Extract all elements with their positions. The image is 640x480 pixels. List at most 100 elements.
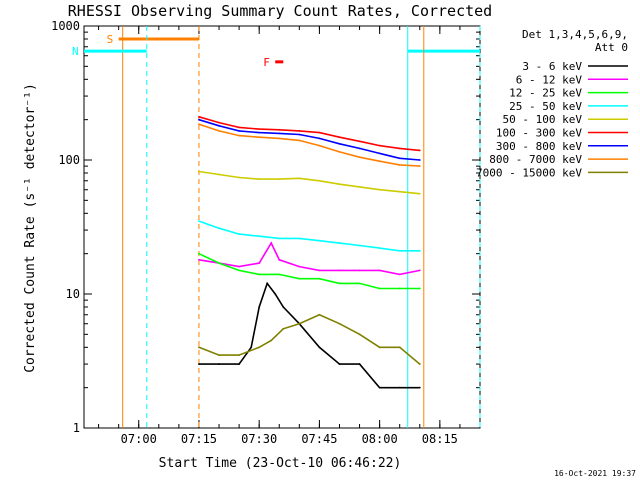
data-point [298, 277, 301, 280]
x-tick-label: 07:00 [121, 432, 157, 446]
legend-entry: 3 - 6 keV [522, 60, 582, 73]
data-point [398, 346, 401, 349]
y-tick-label: 10 [66, 287, 80, 301]
data-point [338, 282, 341, 285]
data-point [338, 363, 341, 365]
series-line-4 [198, 170, 420, 195]
data-point [266, 282, 269, 285]
data-point [318, 277, 321, 280]
data-point [418, 149, 421, 152]
x-tick-label: 08:00 [362, 432, 398, 446]
data-point [282, 327, 285, 330]
data-point [198, 123, 200, 126]
data-point [298, 133, 301, 136]
data-point [318, 131, 321, 134]
data-point [238, 129, 241, 132]
data-point [358, 185, 361, 188]
data-point [278, 132, 281, 135]
data-point [418, 363, 421, 365]
data-point [398, 190, 401, 193]
data-point [198, 170, 200, 173]
series-line-5 [198, 116, 420, 152]
data-point [218, 124, 220, 127]
data-point [218, 354, 220, 356]
data-point [318, 144, 321, 147]
data-point [258, 235, 261, 238]
data-point [398, 249, 401, 252]
legend-entry: 300 - 800 keV [496, 140, 582, 153]
data-point [418, 249, 421, 252]
data-point [198, 363, 200, 365]
legend-entry: 100 - 300 keV [496, 127, 582, 140]
data-point [258, 128, 261, 131]
data-point [378, 188, 381, 191]
data-point [198, 220, 200, 222]
y-axis-label: Corrected Count Rate (s⁻¹ detector⁻¹) [23, 83, 38, 373]
data-point [278, 128, 281, 131]
data-point [418, 165, 421, 168]
data-point [238, 269, 241, 272]
data-point [338, 322, 341, 325]
data-point [198, 118, 200, 121]
data-point [274, 293, 277, 295]
data-point [318, 346, 321, 349]
data-point [282, 306, 285, 308]
marker-label: N [72, 45, 79, 58]
detector-info-line-2: Att 0 [595, 41, 628, 54]
data-point [298, 237, 301, 240]
data-point [278, 237, 281, 240]
series-line-7 [198, 123, 420, 167]
data-point [218, 173, 220, 176]
data-point [258, 178, 261, 181]
y-tick-label: 100 [58, 153, 80, 167]
data-point [278, 178, 281, 181]
data-point [378, 144, 381, 147]
data-point [218, 227, 220, 230]
data-point [398, 273, 401, 276]
chart-title: RHESSI Observing Summary Count Rates, Co… [68, 2, 492, 20]
x-tick-label: 07:30 [241, 432, 277, 446]
data-point [318, 313, 321, 316]
series-line-2 [198, 252, 420, 290]
data-point [358, 269, 361, 272]
data-point [378, 386, 381, 389]
data-point [338, 269, 341, 272]
data-point [250, 346, 253, 349]
data-point [198, 115, 200, 118]
data-point [218, 363, 220, 365]
x-tick-label: 07:45 [301, 432, 337, 446]
data-point [398, 163, 401, 166]
data-point [238, 126, 241, 129]
data-point [318, 179, 321, 182]
data-point [218, 121, 220, 124]
data-point [218, 129, 220, 132]
y-tick-label: 1 [73, 421, 80, 435]
series-line-0 [199, 281, 420, 389]
data-point [238, 363, 241, 365]
data-point [258, 346, 261, 349]
data-point [378, 269, 381, 272]
data-point [358, 244, 361, 247]
data-point [398, 386, 401, 389]
x-tick-label: 07:15 [181, 432, 217, 446]
x-tick-label: 08:15 [422, 432, 458, 446]
legend-entry: 800 - 7000 keV [489, 153, 582, 166]
data-point [358, 140, 361, 143]
legend-entry: 6 - 12 keV [516, 73, 583, 86]
plot-area: 1 10 100 1000 07:00 07:15 07:30 07:45 08:00 08:15… [51, 19, 481, 446]
data-point [378, 346, 381, 349]
data-point [378, 152, 381, 155]
data-point [338, 142, 341, 145]
data-point [358, 333, 361, 336]
data-point [398, 147, 401, 150]
data-point [258, 136, 261, 139]
data-point [238, 134, 241, 137]
data-point [358, 156, 361, 159]
legend-entry: 25 - 50 keV [509, 100, 582, 113]
plot-frame [83, 25, 481, 429]
data-point [238, 176, 241, 179]
data-point [318, 239, 321, 242]
y-tick-label: 1000 [51, 19, 80, 33]
data-point [270, 339, 273, 342]
